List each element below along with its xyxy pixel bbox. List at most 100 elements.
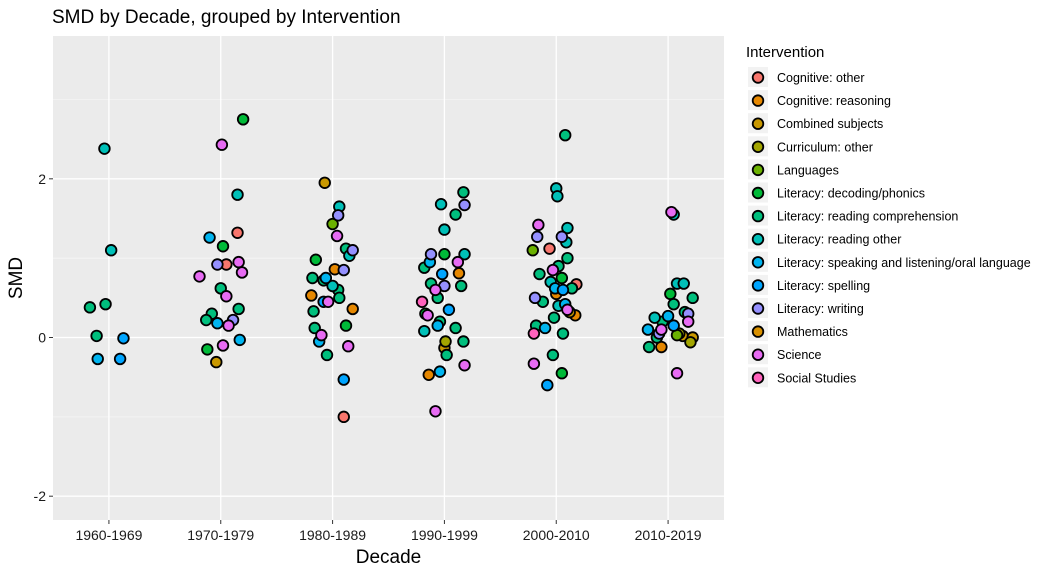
legend-key — [751, 71, 765, 84]
legend-title: Intervention — [746, 44, 824, 61]
data-point-literacy-reading-other — [648, 311, 661, 324]
data-point-literacy-decoding-phonics — [664, 287, 677, 301]
y-tick-label: 0 — [38, 330, 46, 346]
data-point-literacy-reading-comprehension — [232, 302, 245, 316]
data-point-literacy-writing — [458, 198, 471, 212]
data-point-literacy-reading-comprehension — [642, 340, 656, 354]
x-tick-label: 1980-1989 — [299, 527, 366, 543]
data-point-cognitive-other — [231, 226, 244, 239]
legend-label: Languages — [777, 163, 839, 177]
legend-key — [751, 279, 765, 292]
plot-panel — [53, 36, 724, 520]
data-point-science — [193, 270, 206, 283]
data-point-literacy-decoding-phonics — [339, 319, 353, 332]
data-point-literacy-reading-other — [231, 188, 244, 201]
data-point-science — [235, 266, 249, 279]
data-point-literacy-reading-comprehension — [90, 329, 103, 343]
data-point-literacy-spelling — [337, 373, 350, 386]
data-point-science — [682, 315, 695, 328]
data-point-literacy-speaking-and-listening-oral-language — [661, 309, 675, 323]
legend-key — [751, 302, 765, 315]
data-point-science — [655, 323, 668, 336]
data-point-cognitive-reasoning — [346, 302, 359, 316]
data-point-curriculum-other — [684, 336, 697, 349]
data-point-curriculum-other — [439, 335, 452, 348]
data-point-literacy-reading-comprehension — [546, 348, 560, 362]
data-point-literacy-writing — [555, 230, 569, 243]
legend-key — [751, 140, 765, 154]
data-point-literacy-writing — [331, 209, 345, 222]
legend-label: Literacy: decoding/phonics — [777, 187, 925, 201]
legend-label: Literacy: speaking and listening/oral la… — [777, 256, 1031, 270]
data-point-literacy-writing — [528, 291, 542, 305]
data-point-literacy-speaking-and-listening-oral-language — [641, 323, 655, 336]
data-point-literacy-reading-other — [458, 247, 471, 261]
data-point-literacy-reading-comprehension — [454, 279, 468, 293]
legend-label: Science — [777, 348, 822, 362]
data-point-literacy-decoding-phonics — [309, 253, 323, 266]
data-point-literacy-reading-comprehension — [457, 335, 470, 348]
x-tick-label: 1990-1999 — [411, 527, 478, 543]
data-point-literacy-decoding-phonics — [555, 367, 569, 380]
data-point-literacy-reading-comprehension — [320, 348, 334, 362]
x-tick-label: 2000-2010 — [523, 527, 590, 543]
data-points — [83, 113, 699, 424]
data-point-science — [451, 255, 465, 269]
legend-label: Curriculum: other — [777, 140, 873, 154]
data-point-literacy-reading-other — [551, 190, 564, 203]
axes: -2 0 2 1960-1969 1970-1979 1980-1989 1990-1999… — [34, 171, 702, 543]
data-point-science — [546, 263, 560, 277]
data-point-cognitive-other — [543, 242, 556, 255]
data-point-combined-subjects — [318, 176, 331, 189]
legend-key — [751, 348, 765, 361]
data-point-literacy-reading-comprehension — [440, 348, 453, 362]
data-point-literacy-speaking-and-listening-oral-language — [91, 352, 104, 366]
data-point-science — [458, 359, 471, 372]
data-point-literacy-spelling — [556, 283, 570, 297]
data-point-literacy-reading-comprehension — [449, 208, 462, 221]
data-point-literacy-reading-comprehension — [561, 251, 574, 265]
legend-label: Social Studies — [777, 371, 856, 385]
data-point-literacy-spelling — [667, 319, 680, 332]
data-point-literacy-reading-other — [434, 198, 448, 211]
legend-key — [751, 232, 765, 246]
data-point-science — [222, 319, 235, 332]
data-point-cognitive-other — [337, 410, 350, 424]
data-point-literacy-reading-comprehension — [457, 186, 470, 199]
data-point-literacy-reading-comprehension — [306, 271, 319, 285]
data-point-literacy-decoding-phonics — [555, 271, 569, 285]
legend-label: Literacy: spelling — [777, 279, 870, 293]
data-point-literacy-decoding-phonics — [438, 247, 451, 261]
data-point-science — [429, 283, 442, 297]
legend-label: Cognitive: reasoning — [777, 94, 891, 108]
data-point-science — [330, 229, 344, 243]
data-point-science — [216, 339, 230, 352]
data-point-languages — [526, 244, 539, 257]
data-point-literacy-speaking-and-listening-oral-language — [233, 333, 246, 347]
data-point-literacy-reading-other — [326, 279, 339, 293]
data-point-literacy-reading-other — [418, 324, 431, 338]
data-point-literacy-reading-other — [98, 142, 111, 155]
data-point-science — [429, 405, 442, 418]
data-point-literacy-decoding-phonics — [201, 343, 214, 356]
panel-background — [53, 36, 724, 520]
legend-key — [751, 209, 765, 223]
data-point-literacy-reading-comprehension — [99, 297, 112, 311]
legend-key — [751, 163, 765, 177]
data-point-literacy-spelling — [442, 303, 456, 316]
legend-label: Mathematics — [777, 325, 848, 339]
chart-title-group: SMD by Decade, grouped by Intervention — [52, 7, 401, 28]
data-point-literacy-reading-comprehension — [307, 305, 320, 318]
x-tick-label: 1960-1969 — [75, 527, 142, 543]
data-point-literacy-reading-other — [438, 223, 451, 236]
y-tick-label: -2 — [34, 488, 47, 504]
legend-label: Literacy: reading comprehension — [777, 210, 958, 224]
legend: Intervention Cognitive: other Cognitive: … — [746, 44, 1031, 388]
data-point-literacy-writing — [424, 247, 438, 261]
data-point-literacy-reading-other — [677, 277, 690, 290]
y-tick-label: 2 — [38, 171, 46, 187]
data-point-literacy-reading-comprehension — [533, 267, 546, 281]
data-point-cognitive-reasoning — [305, 289, 318, 302]
data-point-literacy-reading-comprehension — [547, 311, 561, 324]
data-point-literacy-speaking-and-listening-oral-language — [431, 319, 444, 332]
